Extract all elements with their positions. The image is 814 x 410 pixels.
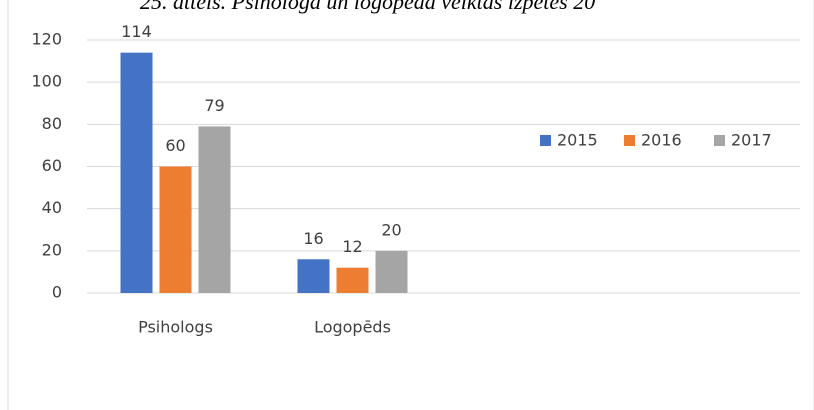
bar: [297, 259, 330, 293]
chart-title: 25. attēls. Psihologa un logopēda veiktā…: [140, 0, 595, 14]
data-label: 79: [204, 96, 224, 115]
x-tick-label: Psihologs: [138, 318, 213, 337]
y-tick-label: 120: [31, 30, 62, 49]
legend-swatch: [714, 135, 725, 146]
legend-label: 2015: [557, 131, 598, 150]
legend-swatch: [624, 135, 635, 146]
data-label: 114: [121, 22, 152, 41]
bar: [336, 267, 369, 293]
bar: [198, 126, 231, 293]
y-tick-label: 40: [42, 198, 62, 217]
legend-swatch: [540, 135, 551, 146]
y-tick-label: 20: [42, 240, 62, 259]
y-tick-label: 100: [31, 72, 62, 91]
chart-border: [7, 0, 814, 410]
legend-label: 2017: [731, 131, 772, 150]
data-label: 60: [165, 136, 185, 155]
y-tick-label: 60: [42, 156, 62, 175]
bar: [120, 52, 153, 294]
data-label: 16: [303, 229, 323, 248]
data-label: 12: [342, 237, 362, 256]
data-label: 20: [381, 220, 401, 239]
bar: [375, 250, 408, 293]
y-tick-label: 0: [52, 283, 62, 302]
legend-label: 2016: [641, 131, 682, 150]
bar: [159, 166, 192, 293]
x-tick-label: Logopēds: [314, 318, 391, 337]
y-tick-label: 80: [42, 114, 62, 133]
